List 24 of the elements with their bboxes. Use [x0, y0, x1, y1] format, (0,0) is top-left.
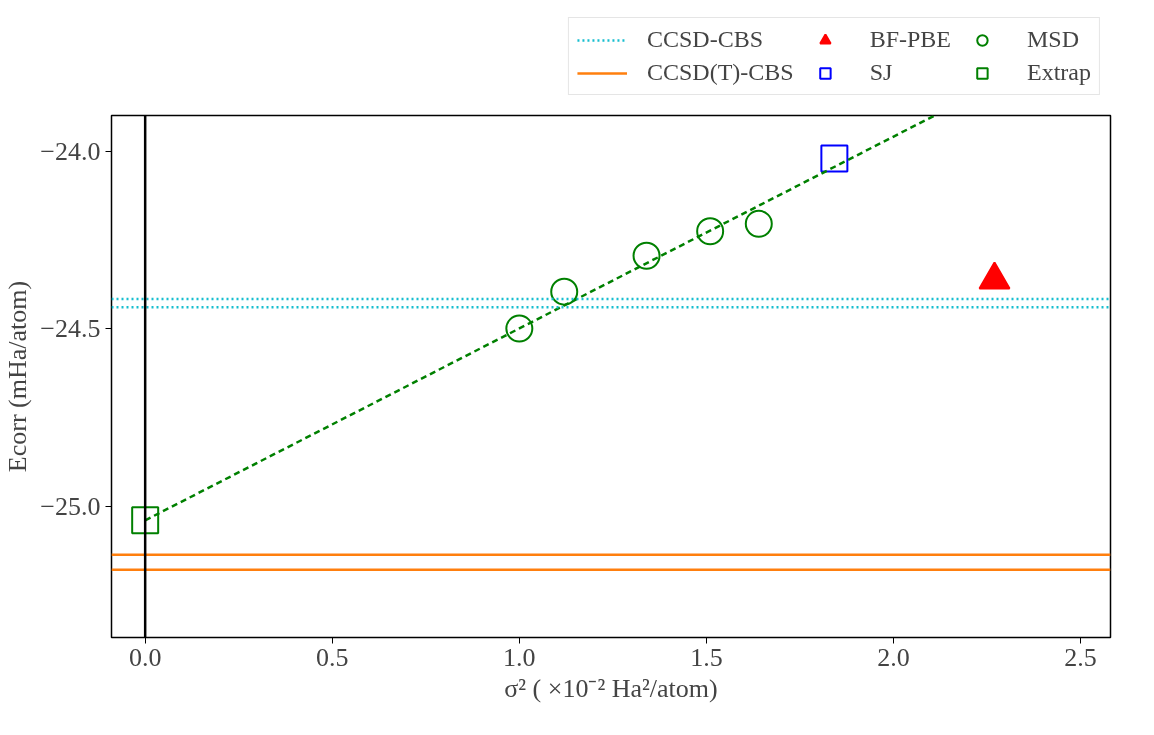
x-axis-title: σ² ( ×10⁻² Ha²/atom) [504, 673, 718, 703]
x-tick-label: 1.5 [690, 642, 723, 672]
legend-label: MSD [1027, 26, 1080, 53]
x-tick-label: 2.5 [1064, 642, 1097, 672]
point [696, 217, 725, 246]
legend-label: SJ [869, 59, 893, 86]
legend-label: CCSD-CBS [646, 26, 763, 53]
x-tick-label: 0.0 [128, 642, 162, 672]
x-tick-label: 1.0 [503, 642, 536, 672]
y-tick-label: −24.5 [40, 314, 101, 344]
point [744, 209, 773, 238]
point [550, 277, 579, 306]
legend-label: Extrap [1027, 59, 1091, 86]
x-tick-label: 0.5 [316, 642, 349, 672]
point [820, 144, 849, 173]
point [632, 241, 661, 270]
legend-label: CCSD(T)-CBS [646, 59, 794, 86]
point [505, 314, 534, 343]
point [131, 506, 160, 535]
y-tick-label: −25.0 [40, 491, 101, 521]
x-tick-label: 2.0 [877, 642, 910, 672]
y-tick-label: −24.0 [40, 136, 101, 166]
legend-label: BF-PBE [869, 26, 952, 53]
y-axis-title: Ecorr (mHa/atom) [3, 280, 33, 473]
